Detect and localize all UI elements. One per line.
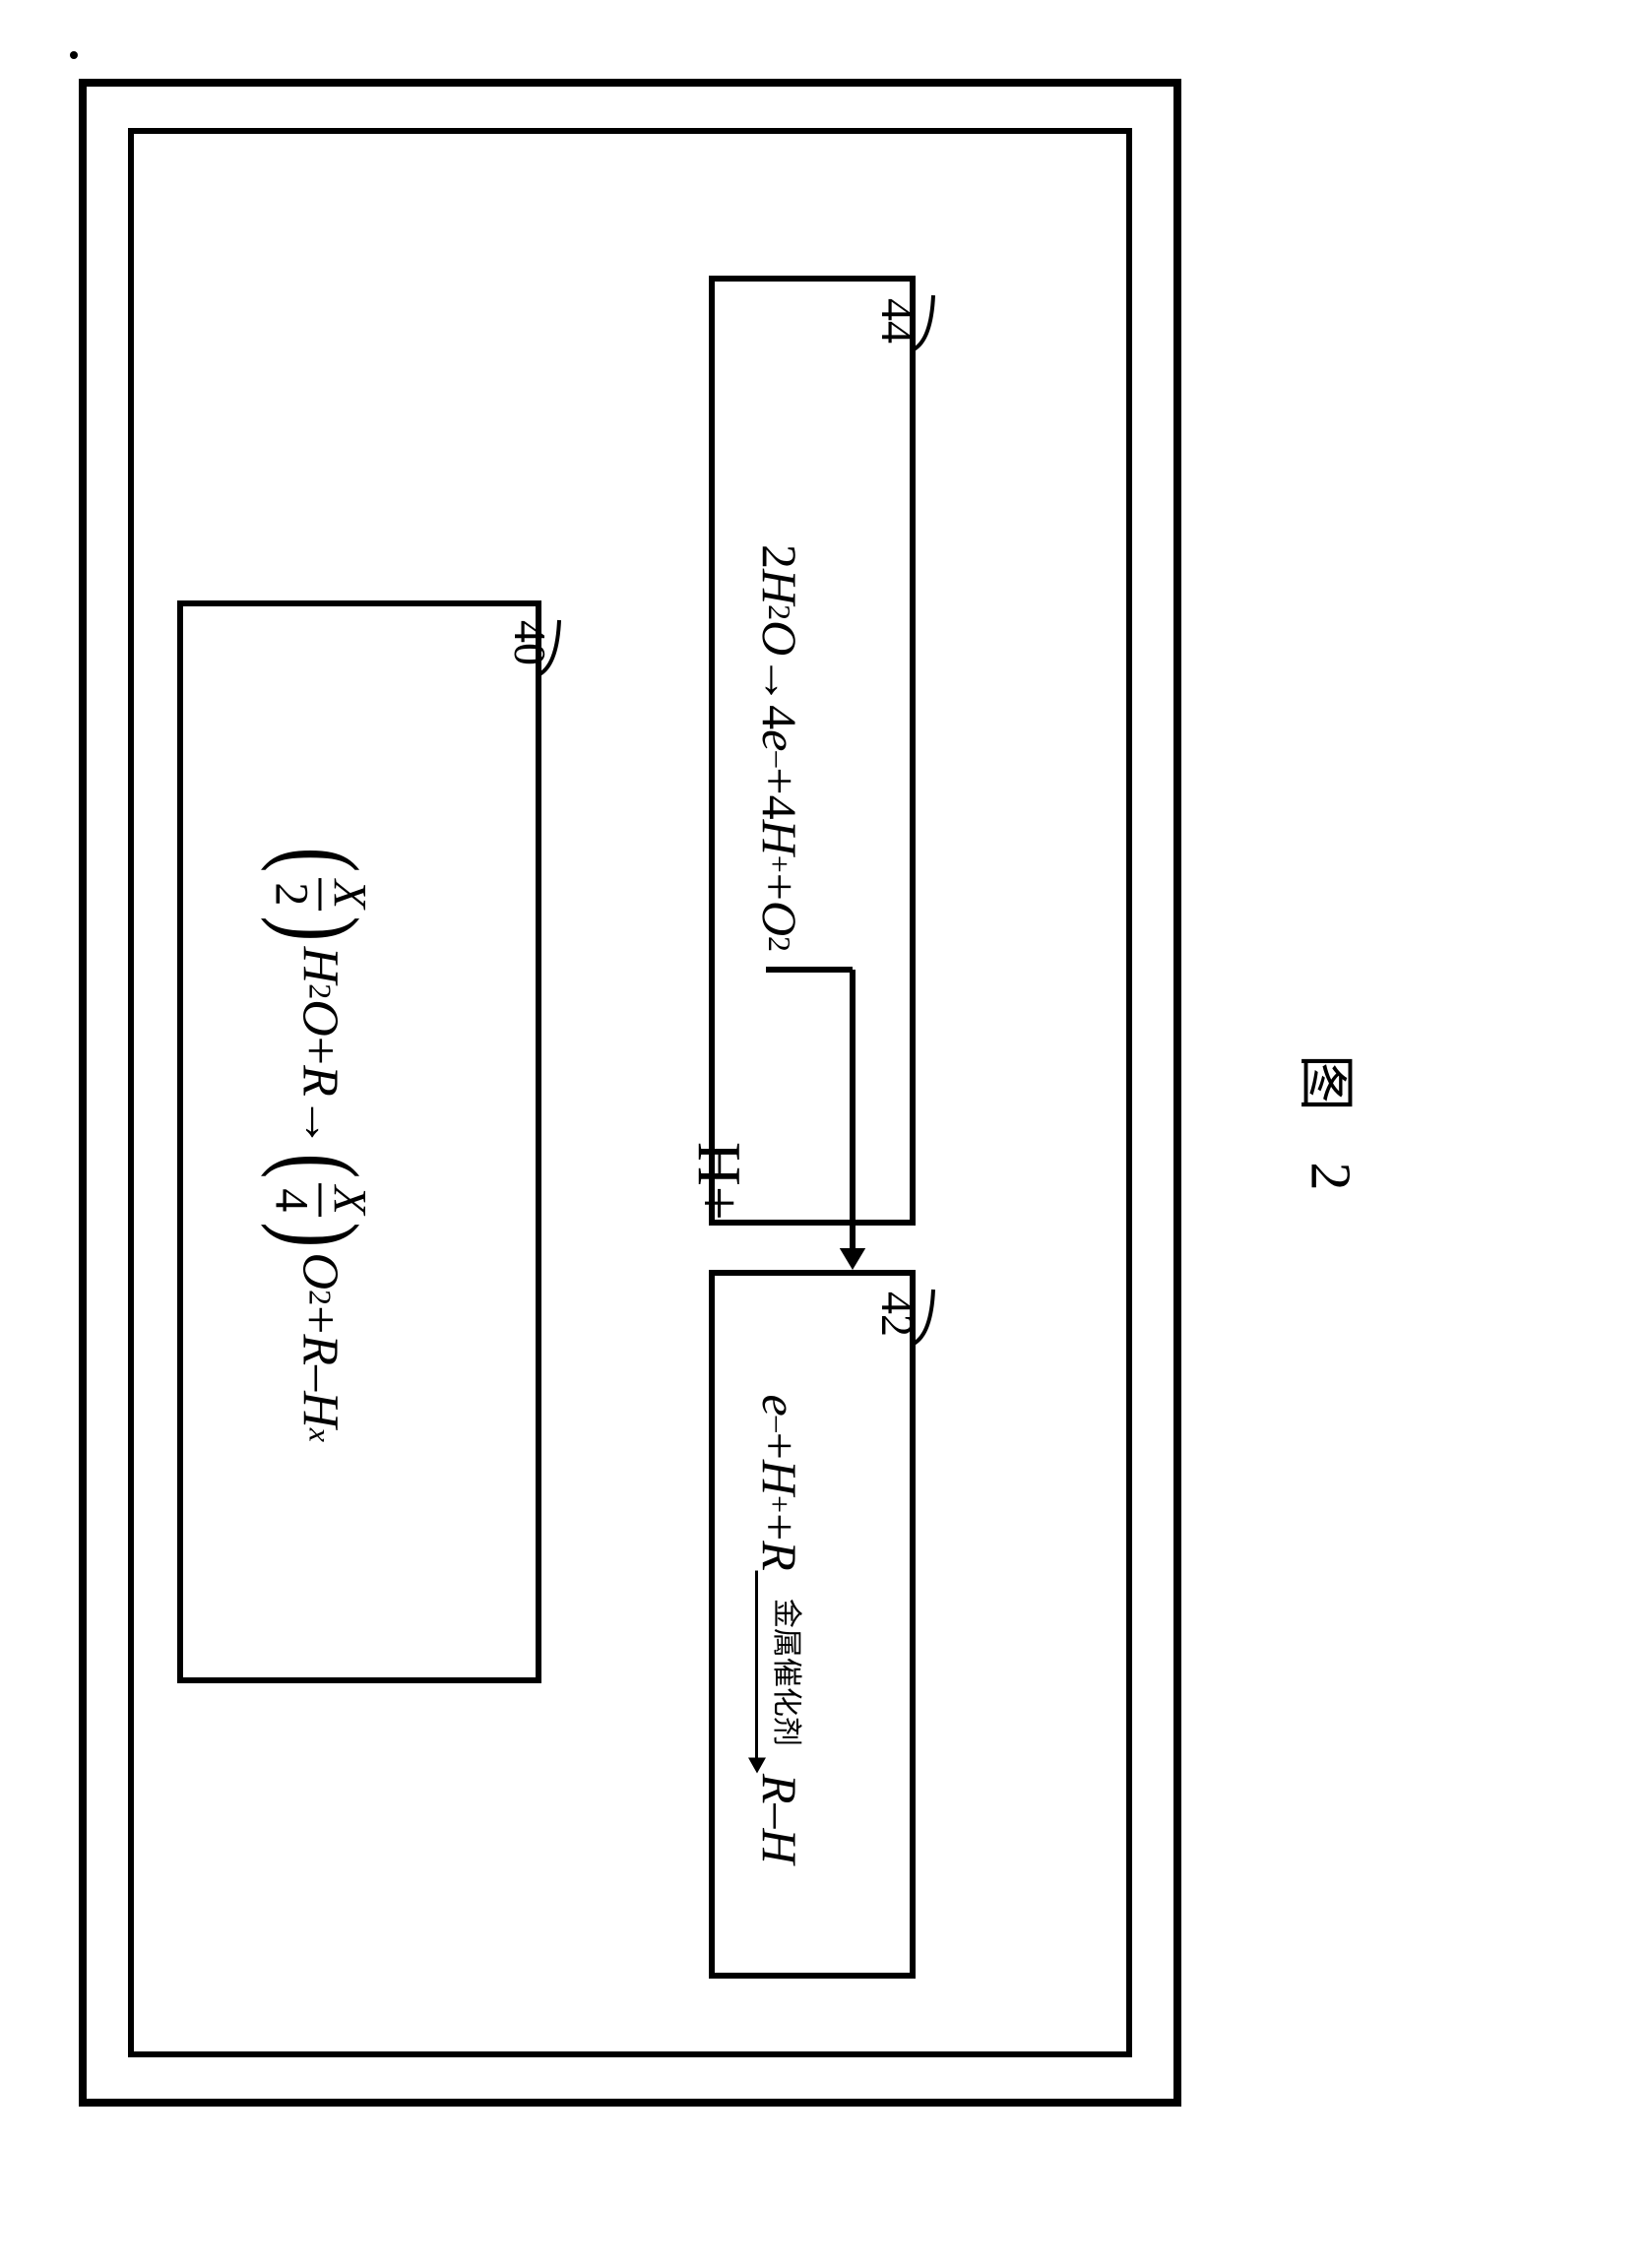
connector-arrow — [0, 0, 1, 1]
label-44: 44 — [871, 298, 923, 344]
scan-dot — [70, 51, 78, 59]
equation-42: e– + H+ + R 金属催化剂 R – H — [748, 1395, 811, 1864]
page: { "canvas": { "width": 1674, "height": 2… — [0, 0, 1648, 2268]
label-40: 40 — [504, 620, 556, 665]
label-hplus: H+ — [683, 1142, 753, 1221]
equation-44: 2H2O → 4e– + 4H+ + O2 — [751, 544, 808, 952]
label-42: 42 — [871, 1292, 923, 1337]
equation-40: (X2)H2O + R → (X4)O2 + R – Hx — [258, 842, 383, 1442]
figure-label-num: 2 — [1299, 1163, 1364, 1191]
box-42 — [709, 1270, 916, 1979]
box-44 — [709, 276, 916, 1226]
figure-label-zh: 图 — [1290, 1054, 1372, 1111]
